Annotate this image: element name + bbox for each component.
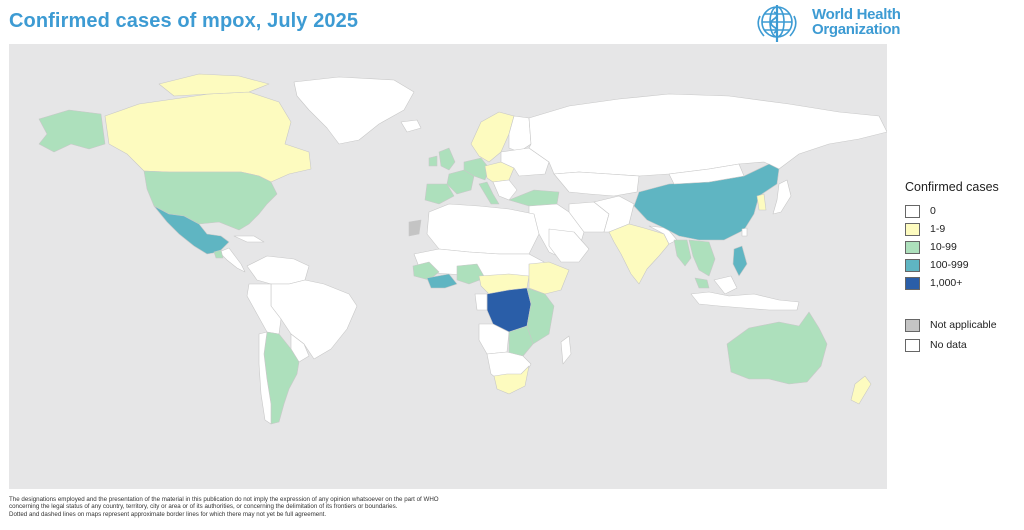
world-map	[9, 44, 887, 489]
colombia-venezuela	[246, 255, 310, 285]
legend: Confirmed cases 0 1-9 10-99 100-999 1,00…	[905, 180, 1020, 292]
disclaimer: The designations employed and the presen…	[9, 496, 569, 518]
zambia-malawi	[508, 325, 534, 357]
iceland	[400, 119, 422, 133]
east-africa	[526, 287, 555, 345]
who-wordmark-line2: Organization	[812, 21, 901, 38]
disclaimer-line-3: Dotted and dashed lines on maps represen…	[9, 510, 327, 518]
new-zealand	[850, 375, 872, 405]
thailand-vietnam	[688, 239, 716, 277]
who-wordmark: World Health Organization	[812, 7, 901, 37]
mexico	[153, 205, 230, 255]
who-logo	[757, 5, 797, 42]
malaysia	[694, 277, 710, 289]
legend-swatch-no-data	[905, 338, 920, 352]
legend-item-0: 0	[905, 202, 1020, 220]
legend-item-not-applicable: Not applicable	[905, 315, 997, 335]
balkans	[492, 179, 518, 201]
legend-label-100-999: 100-999	[930, 259, 969, 271]
legend-swatch-10-99	[905, 240, 920, 254]
russia	[528, 93, 887, 177]
india	[608, 223, 670, 285]
turkey	[508, 189, 560, 207]
legend-swatch-0	[905, 204, 920, 218]
madagascar	[560, 335, 572, 365]
legend-label-10-99: 10-99	[930, 241, 957, 253]
map-title: Confirmed cases of mpox, July 2025	[9, 10, 359, 32]
australia	[726, 311, 828, 385]
north-africa	[426, 203, 540, 255]
japan	[772, 179, 792, 215]
central-america	[218, 247, 246, 273]
congo-gabon	[474, 293, 488, 311]
disclaimer-line-1: The designations employed and the presen…	[9, 496, 439, 503]
benelux-germany	[463, 157, 490, 181]
ireland	[428, 155, 438, 167]
brazil	[270, 279, 358, 360]
indonesia	[690, 291, 800, 311]
legend-item-10-99: 10-99	[905, 238, 1020, 256]
cote-divoire-ghana	[426, 273, 458, 289]
chile	[258, 331, 272, 425]
canada	[104, 91, 312, 183]
disclaimer-line-2: concerning the legal status of any count…	[9, 503, 398, 511]
iberia	[424, 183, 455, 205]
who-wordmark-line1: World Health	[812, 6, 901, 23]
canada-islands	[158, 73, 270, 97]
legend-label-0: 0	[930, 205, 936, 217]
legend-item-1000-plus: 1,000+	[905, 274, 1020, 292]
taiwan	[741, 227, 748, 237]
world-map-svg	[38, 73, 887, 425]
kazakhstan	[553, 171, 640, 197]
legend-swatch-100-999	[905, 258, 920, 272]
legend-item-100-999: 100-999	[905, 256, 1020, 274]
legend-label-1000-plus: 1,000+	[930, 277, 963, 289]
italy	[478, 181, 500, 205]
western-sahara	[408, 219, 422, 237]
myanmar	[673, 239, 692, 267]
arabia	[548, 228, 590, 263]
legend-swatch-not-applicable	[905, 318, 920, 332]
united-states	[143, 170, 278, 231]
west-africa-coast	[412, 261, 440, 281]
finland	[508, 115, 532, 153]
who-emblem-icon	[757, 5, 797, 42]
legend-item-1-9: 1-9	[905, 220, 1020, 238]
legend-swatch-1000-plus	[905, 276, 920, 290]
legend-title: Confirmed cases	[905, 180, 999, 194]
alaska	[38, 109, 106, 153]
korea	[756, 193, 767, 211]
legend-item-no-data: No data	[905, 335, 997, 355]
united-kingdom	[438, 147, 456, 171]
nigeria	[456, 263, 486, 285]
guatemala	[213, 249, 224, 259]
greenland	[293, 76, 415, 145]
south-africa	[493, 365, 530, 395]
cuba	[233, 235, 265, 243]
ethiopia-horn	[528, 261, 570, 295]
legend-label-not-applicable: Not applicable	[930, 319, 997, 331]
paraguay-uruguay	[290, 333, 310, 363]
legend-extra: Not applicable No data	[905, 315, 997, 355]
legend-label-1-9: 1-9	[930, 223, 946, 235]
legend-label-no-data: No data	[930, 339, 967, 351]
borneo	[713, 275, 738, 295]
legend-swatch-1-9	[905, 222, 920, 236]
philippines	[732, 245, 748, 277]
mongolia	[668, 163, 745, 185]
